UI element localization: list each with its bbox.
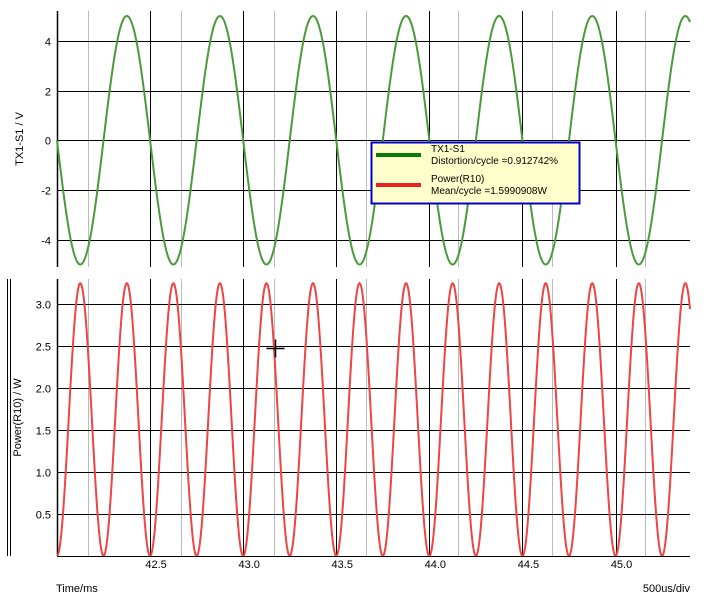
y-axis-label: Power(R10) / W [12,378,24,457]
x-tick-label: 43.5 [332,559,353,571]
legend-series-name: TX1-S1 [431,144,465,155]
legend-measurement: Mean/cycle =1.5990908W [431,186,547,197]
y-tick-label: 3.0 [36,300,51,312]
power-panel[interactable]: 0.5 1.0 1.5 2.0 2.5 3.0 Power(R10) / W 42.5 43.0… [7,279,691,571]
legend-series-name: Power(R10) [431,174,484,185]
y-tick-label: 0 [45,136,51,148]
y-tick-label: -2 [41,186,51,198]
crosshair-cursor [266,339,285,358]
y-axis-label: TX1-S1 / V [14,111,26,165]
x-tick-label: 42.5 [145,559,166,571]
y-tick-label: 4 [45,37,51,49]
y-tick-label: -4 [41,236,51,248]
y-tick-label: 0.5 [36,510,51,522]
y-tick-label: 2.0 [36,384,51,396]
x-tick-label: 43.0 [238,559,259,571]
y-tick-label: 1.0 [36,468,51,480]
x-tick-label: 45.0 [611,559,632,571]
y-tick-label: 2 [45,87,51,99]
time-scale-label: 500us/div [643,583,691,595]
voltage-panel[interactable]: -4 -2 0 2 4 TX1-S1 / V [14,11,691,267]
legend-box [370,141,581,205]
x-tick-label: 44.0 [425,559,446,571]
legend-measurement: Distortion/cycle =0.912742% [431,156,558,167]
y-tick-label: 2.5 [36,342,51,354]
x-axis-label: Time/ms [56,583,98,595]
x-tick-label: 44.5 [518,559,539,571]
y-tick-label: 1.5 [36,426,51,438]
series-line-tx1-s1[interactable] [56,14,691,266]
series-line-power-r10[interactable] [56,281,691,558]
